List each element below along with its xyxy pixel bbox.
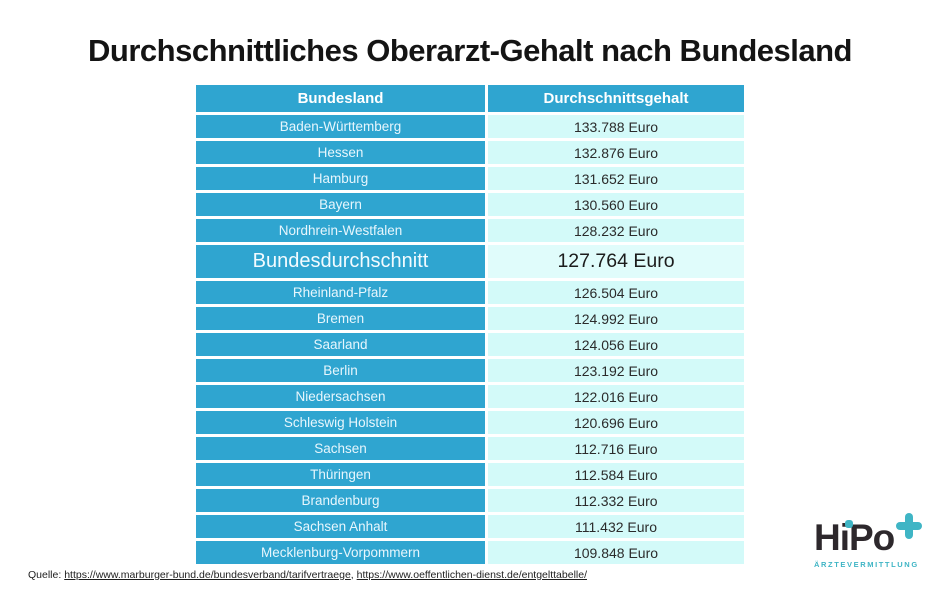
salary-cell: 132.876 Euro xyxy=(488,141,744,164)
hipo-logo-text: HiPo xyxy=(814,517,895,558)
table-row: Nordhrein-Westfalen 128.232 Euro xyxy=(196,219,744,242)
hipo-logo: HiPo ÄRZTEVERMITTLUNG xyxy=(814,513,922,569)
source-note: Quelle: https://www.marburger-bund.de/bu… xyxy=(28,569,587,581)
salary-table: Bundesland Durchschnittsgehalt Baden-Wür… xyxy=(196,85,744,567)
column-header-durchschnittsgehalt: Durchschnittsgehalt xyxy=(488,85,744,112)
state-cell: Bremen xyxy=(196,307,485,330)
state-cell: Sachsen xyxy=(196,437,485,460)
salary-cell: 111.432 Euro xyxy=(488,515,744,538)
table-row: Berlin 123.192 Euro xyxy=(196,359,744,382)
table-row: Schleswig Holstein 120.696 Euro xyxy=(196,411,744,434)
salary-cell: 112.584 Euro xyxy=(488,463,744,486)
state-cell: Thüringen xyxy=(196,463,485,486)
table-row: Sachsen 112.716 Euro xyxy=(196,437,744,460)
table-row: Hessen 132.876 Euro xyxy=(196,141,744,164)
salary-cell: 124.056 Euro xyxy=(488,333,744,356)
salary-cell: 109.848 Euro xyxy=(488,541,744,564)
state-cell: Hamburg xyxy=(196,167,485,190)
state-cell: Mecklenburg-Vorpommern xyxy=(196,541,485,564)
salary-cell: 122.016 Euro xyxy=(488,385,744,408)
hipo-logo-i-dot xyxy=(845,520,853,528)
salary-cell: 126.504 Euro xyxy=(488,281,744,304)
table-row: Bundesdurchschnitt 127.764 Euro xyxy=(196,245,744,278)
salary-cell: 124.992 Euro xyxy=(488,307,744,330)
state-cell: Bayern xyxy=(196,193,485,216)
table-row: Sachsen Anhalt 111.432 Euro xyxy=(196,515,744,538)
salary-cell: 112.332 Euro xyxy=(488,489,744,512)
state-cell: Berlin xyxy=(196,359,485,382)
table-row: Niedersachsen 122.016 Euro xyxy=(196,385,744,408)
salary-cell: 128.232 Euro xyxy=(488,219,744,242)
salary-cell: 130.560 Euro xyxy=(488,193,744,216)
source-separator: , xyxy=(350,569,357,581)
state-cell: Baden-Württemberg xyxy=(196,115,485,138)
state-cell: Brandenburg xyxy=(196,489,485,512)
table-row: Rheinland-Pfalz 126.504 Euro xyxy=(196,281,744,304)
hipo-logo-wordmark: HiPo xyxy=(814,513,922,558)
table-row: Hamburg 131.652 Euro xyxy=(196,167,744,190)
state-cell: Sachsen Anhalt xyxy=(196,515,485,538)
state-cell: Saarland xyxy=(196,333,485,356)
salary-cell: 131.652 Euro xyxy=(488,167,744,190)
plus-icon xyxy=(896,513,922,539)
state-cell: Nordhrein-Westfalen xyxy=(196,219,485,242)
salary-cell: 120.696 Euro xyxy=(488,411,744,434)
hipo-logo-tagline: ÄRZTEVERMITTLUNG xyxy=(814,560,919,569)
column-header-bundesland: Bundesland xyxy=(196,85,485,112)
table-body: Baden-Württemberg 133.788 Euro Hessen 132.8… xyxy=(196,115,744,567)
source-label: Quelle: xyxy=(28,569,62,581)
state-cell: Rheinland-Pfalz xyxy=(196,281,485,304)
salary-cell: 123.192 Euro xyxy=(488,359,744,382)
salary-cell: 112.716 Euro xyxy=(488,437,744,460)
table-row: Baden-Württemberg 133.788 Euro xyxy=(196,115,744,138)
salary-cell: 133.788 Euro xyxy=(488,115,744,138)
state-cell: Hessen xyxy=(196,141,485,164)
table-row: Thüringen 112.584 Euro xyxy=(196,463,744,486)
table-header-row: Bundesland Durchschnittsgehalt xyxy=(196,85,744,112)
state-cell: Schleswig Holstein xyxy=(196,411,485,434)
state-cell: Niedersachsen xyxy=(196,385,485,408)
page-title: Durchschnittliches Oberarzt-Gehalt nach … xyxy=(88,33,852,68)
table-row: Bayern 130.560 Euro xyxy=(196,193,744,216)
salary-cell: 127.764 Euro xyxy=(488,245,744,278)
source-link-oeffentlichen-dienst[interactable]: https://www.oeffentlichen-dienst.de/entg… xyxy=(356,569,587,581)
state-cell: Bundesdurchschnitt xyxy=(196,245,485,278)
table-row: Bremen 124.992 Euro xyxy=(196,307,744,330)
table-row: Mecklenburg-Vorpommern 109.848 Euro xyxy=(196,541,744,564)
table-row: Brandenburg 112.332 Euro xyxy=(196,489,744,512)
source-link-marburger-bund[interactable]: https://www.marburger-bund.de/bundesverb… xyxy=(64,569,351,581)
table-row: Saarland 124.056 Euro xyxy=(196,333,744,356)
